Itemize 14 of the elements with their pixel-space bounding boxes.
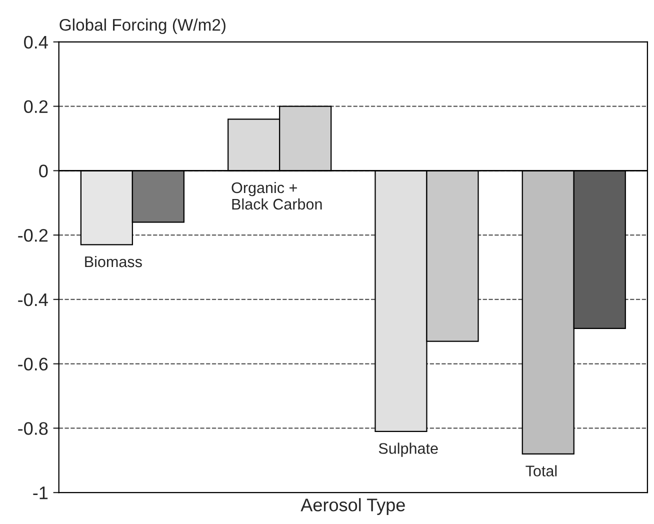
y-tick-label: -0.6 [18,358,48,371]
y-tick-label: -0.4 [18,293,48,306]
y-tick-label: 0.2 [24,100,48,114]
x-tick-label: Sulphate [378,442,438,457]
x-axis-title: Aerosol Type [300,498,405,515]
y-tick-label: -0.8 [18,422,48,435]
y-tick-label: 0 [39,164,48,178]
x-tick-label: Biomass [85,256,142,268]
y-tick-label: -0.2 [18,228,48,242]
x-tick-label: Organic + Black Carbon [232,182,322,210]
x-tick-label: Total [526,465,557,476]
y-axis-title: Global Forcing (W/m2) [60,18,226,34]
y-tick-label: -1 [33,486,48,500]
y-tick-label: 0.4 [24,36,48,49]
